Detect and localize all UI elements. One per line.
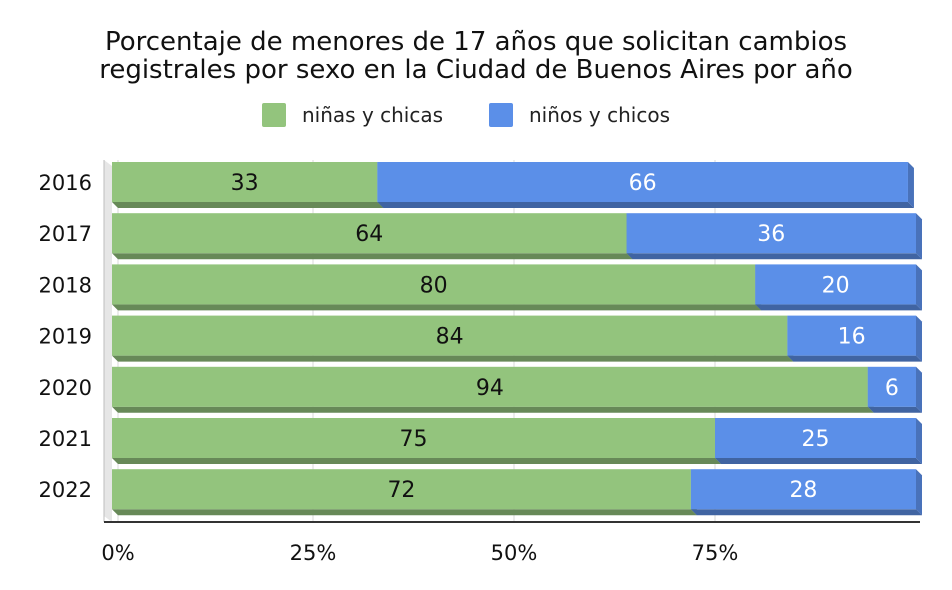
bar-bottom-face	[715, 458, 922, 464]
bar-front-face	[755, 264, 916, 305]
bar-front-face	[112, 264, 756, 305]
data-label: 6	[885, 376, 899, 401]
bar-front-face	[112, 213, 627, 254]
x-tick-label: 25%	[290, 541, 337, 565]
chart-title-line-1: Porcentaje de menores de 17 años que sol…	[104, 27, 848, 57]
bar-bottom-face	[112, 253, 633, 260]
bar-bottom-face	[377, 202, 914, 208]
chart-title-line-2: registrales por sexo en la Ciudad de Bue…	[99, 55, 853, 85]
bar-bottom-face	[112, 202, 384, 208]
legend-label-ninos: niños y chicos	[529, 103, 670, 127]
bar-ninas[interactable]: 94	[112, 366, 874, 413]
bar-ninas[interactable]: 33	[112, 162, 384, 208]
legend-item-ninos[interactable]: niños y chicos	[489, 103, 670, 127]
legend-swatch-ninos	[489, 103, 513, 127]
bar-ninos[interactable]: 6	[867, 366, 922, 413]
bar-front-face	[867, 366, 916, 407]
bar-bottom-face	[690, 509, 922, 516]
bar-bottom-face	[112, 355, 794, 362]
chart-title: Porcentaje de menores de 17 años que sol…	[0, 28, 952, 84]
bar-front-face	[715, 418, 916, 458]
data-label: 25	[802, 427, 830, 452]
bar-bottom-face	[112, 304, 762, 311]
legend-label-ninas: niñas y chicas	[302, 103, 444, 127]
legend-swatch-ninas	[262, 103, 286, 127]
bar-side-face	[907, 162, 914, 208]
bar-ninos[interactable]: 36	[626, 213, 922, 260]
bar-ninos[interactable]: 16	[787, 315, 922, 362]
bar-front-face	[112, 366, 868, 407]
x-tick-label: 75%	[692, 541, 739, 565]
y-tick-label: 2017	[39, 222, 92, 246]
data-label: 72	[387, 478, 415, 503]
data-label: 66	[629, 171, 657, 196]
bar-bottom-face	[626, 253, 922, 260]
bar-bottom-face	[867, 406, 922, 413]
bar-ninas[interactable]: 80	[112, 264, 762, 311]
bar-ninos[interactable]: 66	[377, 162, 914, 208]
data-label: 20	[822, 273, 850, 298]
bar-side-face	[916, 213, 922, 260]
x-tick-label: 50%	[491, 541, 538, 565]
data-label: 80	[420, 273, 448, 298]
y-tick-label: 2021	[39, 427, 92, 451]
bar-front-face	[690, 469, 916, 510]
bar-bottom-face	[112, 406, 874, 413]
data-label: 94	[476, 376, 504, 401]
bar-ninos[interactable]: 25	[715, 418, 922, 464]
bar-side-face	[916, 264, 922, 311]
x-tick-label: 0%	[101, 541, 134, 565]
bar-ninas[interactable]: 64	[112, 213, 633, 260]
bar-front-face	[112, 315, 788, 356]
bar-ninos[interactable]: 20	[755, 264, 922, 311]
bar-ninos[interactable]: 28	[690, 469, 922, 516]
y-tick-label: 2020	[39, 376, 92, 400]
bar-front-face	[112, 469, 691, 510]
data-label: 64	[355, 222, 383, 247]
bar-side-face	[916, 469, 922, 516]
bar-ninas[interactable]: 75	[112, 418, 721, 464]
bars: 33 66 64 36 80 20 84 16 94 6 75 25 72 28	[112, 162, 922, 516]
data-label: 16	[838, 325, 866, 350]
bar-side-face	[916, 315, 922, 362]
y-axis-wall	[104, 160, 112, 522]
bar-bottom-face	[112, 458, 721, 464]
y-tick-label: 2019	[39, 325, 92, 349]
bar-front-face	[377, 162, 908, 202]
bar-front-face	[112, 418, 715, 458]
bar-ninas[interactable]: 84	[112, 315, 794, 362]
y-tick-label: 2022	[39, 478, 92, 502]
bar-ninas[interactable]: 72	[112, 469, 697, 516]
data-label: 28	[789, 478, 817, 503]
legend-item-ninas[interactable]: niñas y chicas	[262, 103, 443, 127]
bar-side-face	[916, 366, 922, 413]
data-label: 75	[400, 427, 428, 452]
bar-bottom-face	[787, 355, 922, 362]
bar-front-face	[626, 213, 916, 254]
data-label: 84	[436, 325, 464, 350]
bar-front-face	[112, 162, 378, 202]
bar-bottom-face	[112, 509, 697, 516]
bar-front-face	[787, 315, 916, 356]
y-tick-label: 2016	[39, 171, 92, 195]
bar-bottom-face	[755, 304, 922, 311]
chart-legend: niñas y chicas niños y chicos	[0, 103, 952, 131]
data-label: 33	[231, 171, 259, 196]
data-label: 36	[757, 222, 785, 247]
y-tick-label: 2018	[39, 273, 92, 297]
bar-side-face	[916, 418, 922, 464]
